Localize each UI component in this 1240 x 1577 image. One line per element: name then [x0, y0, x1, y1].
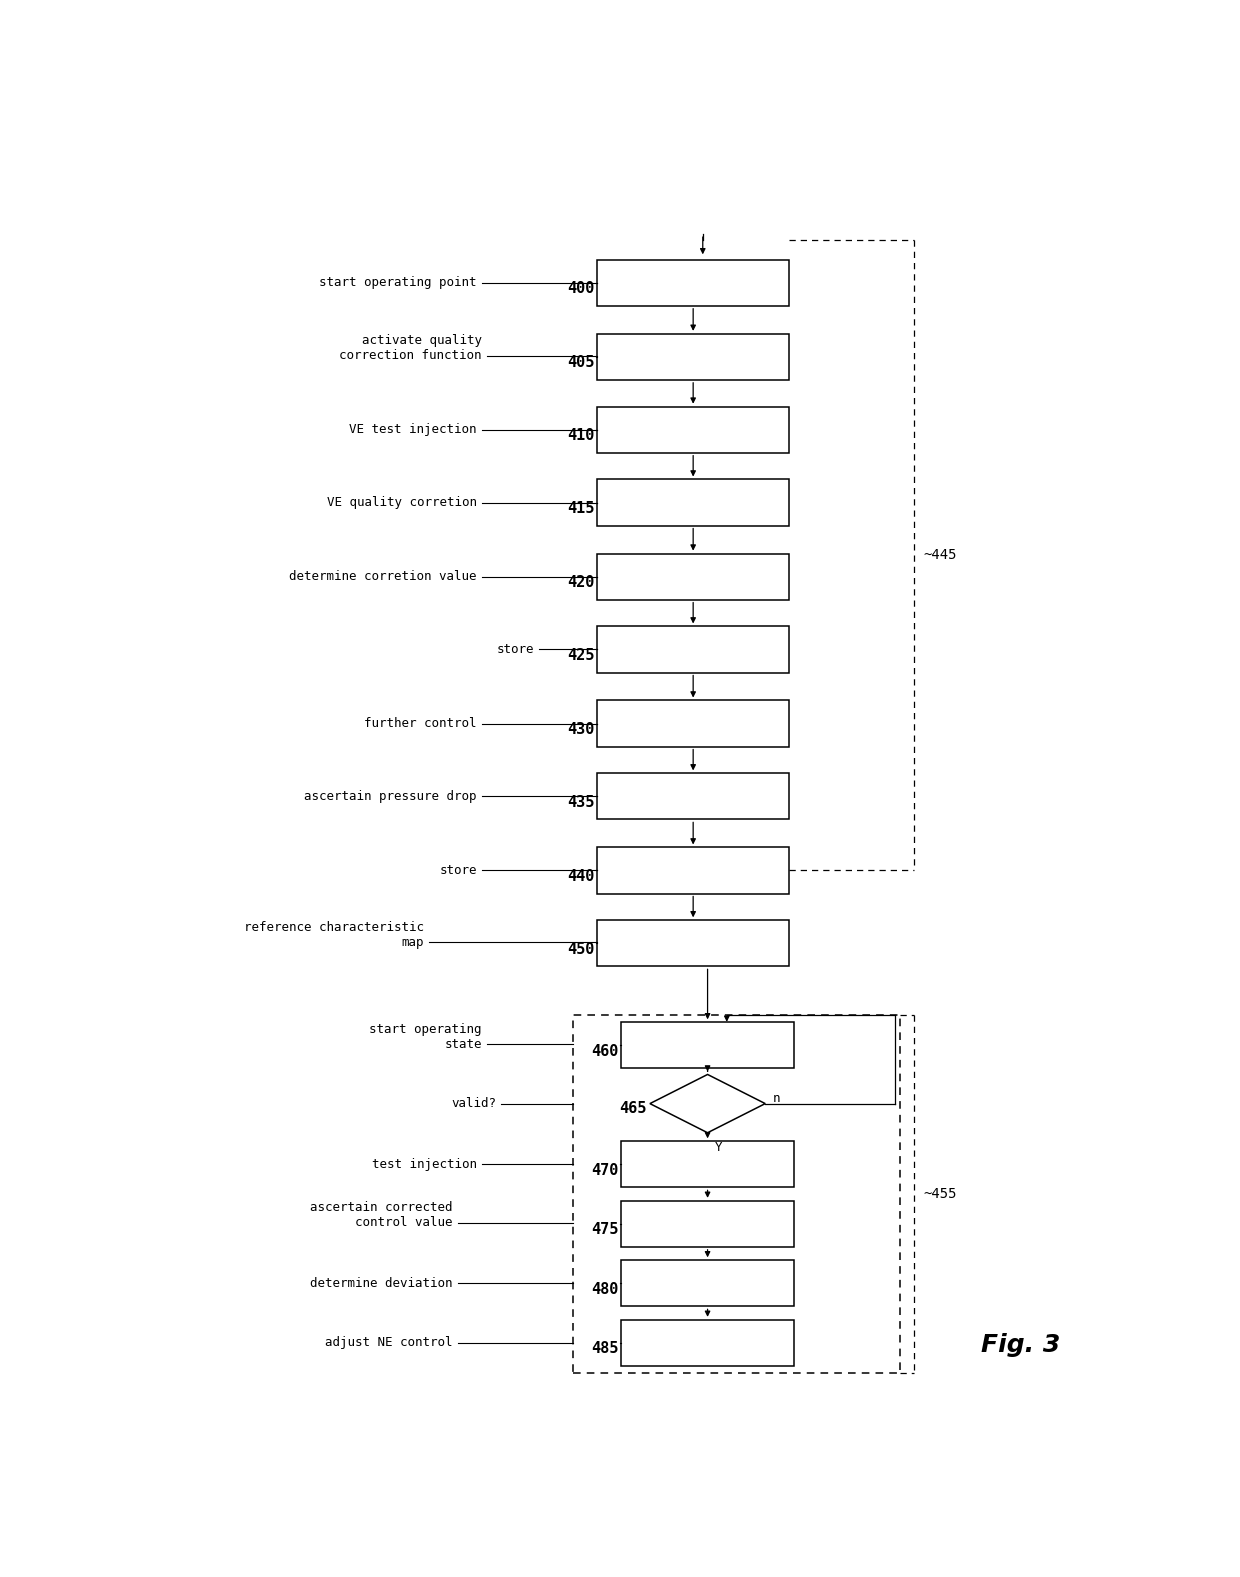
Text: determine deviation: determine deviation: [310, 1277, 453, 1290]
Text: n: n: [773, 1093, 780, 1105]
Text: 475: 475: [590, 1222, 619, 1238]
Bar: [598, 921, 790, 967]
Text: determine corretion value: determine corretion value: [289, 571, 477, 583]
Text: start operating point: start operating point: [320, 276, 477, 289]
Text: 420: 420: [567, 576, 594, 590]
Text: test injection: test injection: [372, 1158, 477, 1170]
Text: valid?: valid?: [451, 1098, 496, 1110]
Text: Fig. 3: Fig. 3: [982, 1333, 1060, 1358]
Text: ascertain pressure drop: ascertain pressure drop: [305, 790, 477, 803]
Bar: [598, 700, 790, 746]
Text: 430: 430: [567, 722, 594, 736]
Text: VE quality corretion: VE quality corretion: [327, 497, 477, 509]
Bar: [621, 1260, 794, 1306]
Bar: [598, 626, 790, 672]
Text: 425: 425: [567, 648, 594, 662]
Bar: [621, 1320, 794, 1366]
Text: store: store: [439, 864, 477, 877]
Text: ascertain corrected
control value: ascertain corrected control value: [310, 1202, 453, 1230]
Text: ~445: ~445: [924, 549, 957, 563]
Polygon shape: [650, 1074, 765, 1132]
Text: 415: 415: [567, 501, 594, 516]
Text: 450: 450: [567, 941, 594, 957]
Text: Y: Y: [715, 1140, 723, 1154]
Text: ~455: ~455: [924, 1187, 957, 1202]
Bar: [598, 260, 790, 306]
Text: store: store: [497, 643, 534, 656]
Bar: [598, 334, 790, 380]
Text: start operating
state: start operating state: [370, 1023, 481, 1050]
Bar: [621, 1142, 794, 1187]
Text: 480: 480: [590, 1282, 619, 1296]
Text: 405: 405: [567, 355, 594, 371]
Text: 460: 460: [590, 1044, 619, 1058]
Text: 440: 440: [567, 869, 594, 885]
Bar: [621, 1200, 794, 1247]
Text: further control: further control: [365, 718, 477, 730]
Text: VE test injection: VE test injection: [350, 423, 477, 437]
Bar: [598, 554, 790, 599]
Bar: [598, 407, 790, 453]
Text: 485: 485: [590, 1342, 619, 1356]
Bar: [598, 479, 790, 525]
Bar: [598, 773, 790, 820]
Text: 400: 400: [567, 281, 594, 296]
Text: 435: 435: [567, 795, 594, 811]
Text: activate quality
correction function: activate quality correction function: [340, 334, 481, 363]
Text: reference characteristic
map: reference characteristic map: [244, 921, 424, 949]
Text: 410: 410: [567, 429, 594, 443]
Bar: [598, 847, 790, 894]
Text: 470: 470: [590, 1162, 619, 1178]
Text: adjust NE control: adjust NE control: [325, 1336, 453, 1350]
Text: 465: 465: [620, 1101, 647, 1117]
Bar: [621, 1022, 794, 1068]
Bar: [573, 1016, 900, 1374]
